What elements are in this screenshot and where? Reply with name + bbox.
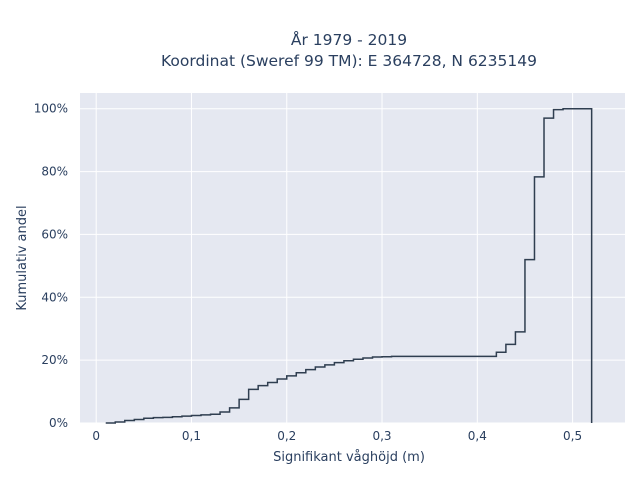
x-tick-label: 0,2	[277, 429, 296, 443]
x-tick-label: 0	[92, 429, 100, 443]
ecdf-step-line	[105, 107, 593, 424]
y-axis-ticks: 0% 20% 40% 60% 80% 100%	[34, 102, 68, 430]
chart-title: År 1979 - 2019 Koordinat (Sweref 99 TM):…	[161, 30, 537, 70]
x-tick-label: 0,5	[563, 429, 582, 443]
x-axis-title: Signifikant våghöjd (m)	[273, 450, 425, 465]
y-tick-label: 20%	[41, 353, 68, 367]
chart-title-line-1: År 1979 - 2019	[291, 30, 407, 49]
x-axis-ticks: 0 0,1 0,2 0,3 0,4 0,5	[92, 429, 582, 443]
y-tick-label: 60%	[41, 227, 68, 241]
x-tick-label: 0,1	[182, 429, 201, 443]
series	[105, 107, 593, 424]
y-tick-label: 0%	[49, 416, 68, 430]
plot-background	[80, 93, 625, 423]
x-tick-label: 0,4	[468, 429, 487, 443]
chart-title-line-2: Koordinat (Sweref 99 TM): E 364728, N 62…	[161, 52, 537, 70]
y-axis-title: Kumulativ andel	[15, 205, 30, 310]
x-tick-label: 0,3	[372, 429, 391, 443]
y-tick-label: 40%	[41, 290, 68, 304]
y-tick-label: 80%	[41, 165, 68, 179]
y-tick-label: 100%	[34, 102, 68, 116]
